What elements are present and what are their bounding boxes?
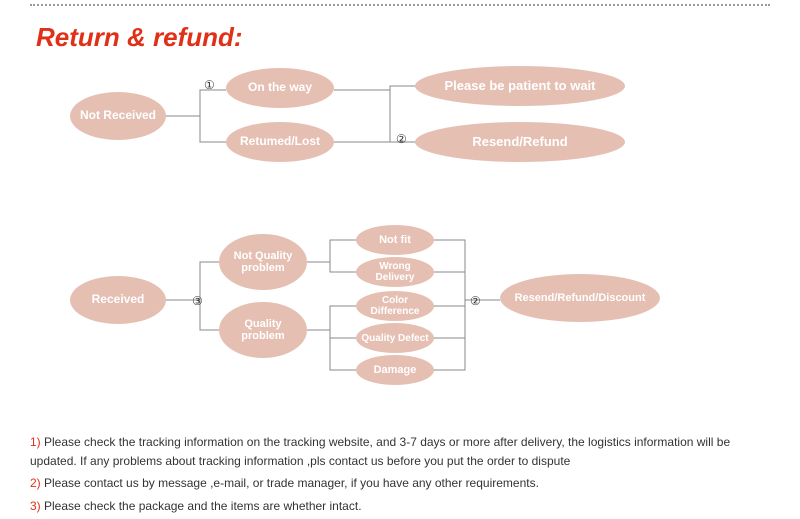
footnote-item: 2) Please contact us by message ,e-mail,… [30, 474, 770, 493]
node-resend-refund: Resend/Refund [415, 122, 625, 162]
node-not-fit: Not fit [356, 225, 434, 255]
node-returned-lost: Retumed/Lost [226, 122, 334, 162]
node-not-qp: Not Quality problem [219, 234, 307, 290]
node-qp: Quality problem [219, 302, 307, 358]
node-qual-defect: Quality Defect [356, 323, 434, 353]
node-not-received: Not Received [70, 92, 166, 140]
node-on-the-way: On the way [226, 68, 334, 108]
footnote-number: 1) [30, 435, 41, 449]
node-damage: Damage [356, 355, 434, 385]
footnote-number: 3) [30, 499, 41, 513]
footnote-number: 2) [30, 476, 41, 490]
footnotes: 1) Please check the tracking information… [30, 430, 770, 519]
step-number: ① [204, 78, 215, 92]
footnote-item: 3) Please check the package and the item… [30, 497, 770, 516]
node-color-diff: Color Difference [356, 291, 434, 321]
step-number: ② [396, 132, 407, 146]
node-patient: Please be patient to wait [415, 66, 625, 106]
step-number: ③ [192, 294, 203, 308]
node-received: Received [70, 276, 166, 324]
divider-dotted [30, 4, 770, 6]
step-number: ② [470, 294, 481, 308]
footnote-item: 1) Please check the tracking information… [30, 433, 770, 471]
footnote-text: Please contact us by message ,e-mail, or… [41, 476, 539, 490]
node-wrong-del: Wrong Delivery [356, 257, 434, 287]
footnote-text: Please check the tracking information on… [30, 435, 730, 468]
page-title: Return & refund: [36, 22, 243, 53]
node-rrd: Resend/Refund/Discount [500, 274, 660, 322]
footnote-text: Please check the package and the items a… [41, 499, 362, 513]
